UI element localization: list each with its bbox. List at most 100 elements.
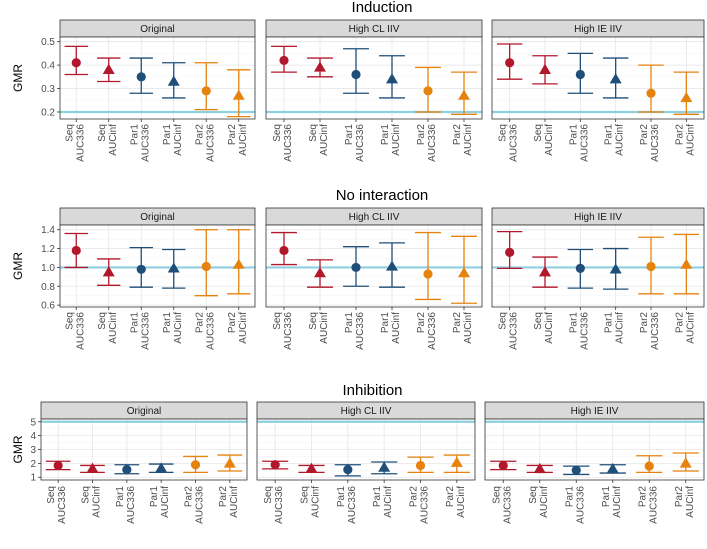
point-marker-circle [423,86,433,96]
point-marker-circle [646,88,656,98]
errorbar [64,45,88,76]
point-marker-triangle [155,462,168,473]
x-tick-label: AUC336 [579,312,590,350]
x-tick-label: AUCinf [612,486,623,518]
x-tick-label: Par2 [637,486,648,508]
x-tick-label: AUC336 [205,124,216,162]
point-marker-triangle [386,73,398,84]
point-marker-circle [646,261,656,272]
errorbar [638,64,664,113]
x-tick-label: Par2 [227,124,238,146]
point-marker-triangle [232,89,245,100]
y-tick-label: 5 [30,417,36,428]
point-marker-triangle [167,262,180,273]
errorbar [379,55,405,99]
errorbar [97,57,121,83]
row-title: Inhibition [342,382,402,399]
x-tick-label: Par2 [452,312,463,334]
x-tick-label: AUC336 [140,124,151,162]
x-tick-label: Par1 [564,486,575,508]
x-tick-label: AUC336 [575,486,586,524]
x-tick-label: Par1 [149,486,160,508]
y-tick-label: 4 [30,431,36,442]
errorbar [599,462,626,474]
errorbar [602,57,629,99]
point-marker-circle [270,460,280,470]
point-marker-triangle [539,63,551,74]
x-tick-label: Par2 [409,486,420,508]
x-tick-label: AUC336 [283,312,294,350]
errorbar [271,231,297,266]
x-tick-label: Seq [263,486,274,504]
x-tick-label: AUC336 [347,486,358,524]
y-tick-label: 0.3 [41,84,55,95]
x-tick-label: AUC336 [650,312,661,350]
point-marker-circle [498,460,508,471]
x-tick-label: AUCinf [319,124,330,156]
x-tick-label: Par2 [674,486,685,508]
errorbar [526,462,553,474]
x-tick-label: Seq [64,124,75,142]
x-tick-label: AUC336 [283,124,294,162]
x-tick-label: Seq [46,486,57,504]
errorbar [490,460,517,471]
errorbar [307,259,333,288]
x-tick-label: Par2 [416,124,427,146]
x-tick-label: Par1 [568,312,579,334]
errorbar [407,456,434,474]
point-marker-triangle [378,461,391,472]
point-marker-circle [201,86,211,96]
point-marker-triangle [606,462,619,474]
y-axis-label: GMR [11,252,25,280]
errorbar [567,248,594,289]
x-tick-label: Par1 [129,312,140,334]
errorbar [443,454,470,474]
panel-background [266,37,482,119]
errorbar [262,460,289,470]
errorbar [97,258,121,286]
errorbar [217,454,243,472]
errorbar [451,71,477,115]
x-tick-label: Seq [308,312,319,330]
y-tick-label: 1.0 [41,263,55,274]
y-tick-label: 3 [30,445,36,456]
x-tick-label: Par1 [336,486,347,508]
facet-strip-label: Original [127,406,161,417]
panel-background [266,225,482,307]
point-marker-triangle [533,462,546,474]
row-title: Induction [352,0,413,16]
errorbar [532,55,558,85]
panel-border [256,418,476,481]
point-marker-triangle [458,267,470,278]
x-tick-label: AUC336 [274,486,285,524]
point-marker-triangle [609,263,622,274]
facet-strip-label: High IE IIV [574,212,622,223]
x-tick-label: AUCinf [463,312,474,344]
errorbar [451,235,477,304]
x-tick-label: Par1 [372,486,383,508]
x-tick-label: AUC336 [140,312,151,350]
x-tick-label: AUC336 [509,124,520,162]
point-marker-triangle [167,75,180,86]
panel-border [59,224,256,308]
x-tick-label: AUCinf [108,312,119,344]
panel-border [491,36,705,120]
x-tick-label: AUC336 [355,124,366,162]
x-tick-label: Seq [81,486,92,504]
errorbar [80,462,105,474]
point-marker-circle [505,58,515,68]
x-tick-label: Par2 [416,312,427,334]
point-marker-circle [343,465,353,475]
point-marker-triangle [458,89,470,100]
point-marker-triangle [305,462,318,473]
x-tick-label: AUC336 [57,486,68,524]
x-tick-label: Par1 [601,486,612,508]
x-tick-label: AUCinf [92,486,103,518]
point-marker-circle [644,461,654,471]
x-tick-label: Par2 [194,124,205,146]
x-tick-label: Seq [300,486,311,504]
